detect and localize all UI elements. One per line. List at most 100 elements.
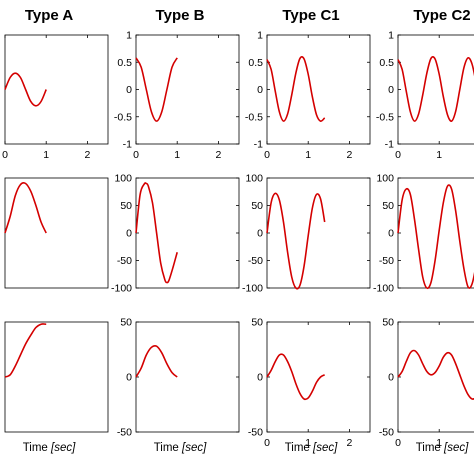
axes-frame bbox=[397, 321, 474, 433]
x-tick-label: 1 bbox=[43, 149, 49, 161]
y-tick-label: 50 bbox=[251, 317, 263, 329]
y-tick-label: -0.5 bbox=[114, 111, 132, 123]
y-tick-label: 1 bbox=[388, 30, 394, 42]
x-axis-label-text: Time bbox=[154, 442, 182, 454]
y-tick-label: 0 bbox=[257, 84, 263, 96]
y-tick-label: 50 bbox=[382, 200, 394, 212]
panel-r1-c1: 100 50 0 -50 -100 bbox=[111, 173, 240, 295]
x-tick-label: 1 bbox=[436, 437, 442, 449]
axes-frame bbox=[266, 34, 371, 145]
y-tick-label: 0.5 bbox=[248, 57, 263, 69]
y-tick-label: 100 bbox=[245, 173, 263, 185]
x-axis-label-col-1: Time [sec] bbox=[154, 442, 207, 454]
y-tick-label: -1 bbox=[254, 139, 263, 151]
series-line bbox=[397, 56, 474, 122]
x-tick-label: 0 bbox=[395, 437, 401, 449]
series-line bbox=[266, 353, 326, 401]
y-tick-label: -50 bbox=[248, 427, 263, 439]
y-tick-label: 50 bbox=[382, 317, 394, 329]
y-tick-label: 50 bbox=[251, 200, 263, 212]
y-tick-label: 0 bbox=[388, 228, 394, 240]
axes-frame bbox=[266, 321, 371, 433]
y-tick-label: 50 bbox=[120, 200, 132, 212]
axes-frame bbox=[135, 34, 240, 145]
x-axis-label-text: Time bbox=[285, 442, 313, 454]
y-tick-label: 1 bbox=[126, 30, 132, 42]
y-tick-label: 0 bbox=[126, 228, 132, 240]
panel-r1-c2: 100 50 0 -50 -100 bbox=[242, 173, 371, 295]
x-axis-label-col-0: Time [sec] bbox=[23, 442, 76, 454]
panel-r1-c3: 100 50 0 -50 -100 bbox=[373, 173, 474, 295]
column-title-type-b: Type B bbox=[156, 7, 205, 24]
x-axis-label-unit: [sec] bbox=[312, 442, 338, 454]
x-tick-label: 0 bbox=[2, 149, 8, 161]
series-line bbox=[135, 182, 178, 284]
y-tick-label: -100 bbox=[373, 283, 394, 295]
y-tick-label: 100 bbox=[376, 173, 394, 185]
y-tick-label: -1 bbox=[385, 139, 394, 151]
x-tick-label: 2 bbox=[215, 149, 221, 161]
x-tick-label: 1 bbox=[174, 149, 180, 161]
column-title-type-c1: Type C1 bbox=[282, 7, 339, 24]
y-tick-label: -50 bbox=[379, 427, 394, 439]
y-tick-label: 50 bbox=[120, 317, 132, 329]
x-tick-label: 1 bbox=[305, 149, 311, 161]
y-tick-label: -100 bbox=[111, 283, 132, 295]
panel-r0-c2: 10.50-0.5-10 1 2 bbox=[245, 30, 371, 161]
x-axis-label-col-2: Time [sec] bbox=[285, 442, 338, 454]
y-tick-label: -50 bbox=[117, 427, 132, 439]
panel-r0-c1: 10.50-0.5-10 1 2 bbox=[114, 30, 240, 161]
x-tick-label: 1 bbox=[305, 437, 311, 449]
x-tick-label: 2 bbox=[84, 149, 90, 161]
x-tick-label: 0 bbox=[133, 149, 139, 161]
panel-r0-c0: 0 1 2 bbox=[2, 34, 109, 161]
panel-r2-c0 bbox=[4, 321, 109, 433]
axes-frame bbox=[397, 34, 474, 145]
axes-frame bbox=[4, 177, 109, 289]
x-tick-label: 2 bbox=[346, 149, 352, 161]
series-line bbox=[4, 72, 47, 107]
y-tick-label: 0.5 bbox=[117, 57, 132, 69]
panel-r1-c0 bbox=[4, 177, 109, 289]
axes-frame bbox=[4, 321, 109, 433]
x-axis-label-col-3: Time [sec] bbox=[416, 442, 469, 454]
series-line bbox=[397, 349, 474, 400]
axes-frame bbox=[4, 34, 109, 145]
panel-r2-c2: 500-500 1 2 bbox=[248, 317, 371, 449]
y-tick-label: 0 bbox=[388, 84, 394, 96]
column-title-type-a: Type A bbox=[25, 7, 74, 24]
column-titles: Type A Type B Type C1 Type C2 bbox=[25, 7, 471, 24]
panel-r2-c1: 50 0 -50 bbox=[117, 317, 240, 439]
series-line bbox=[135, 344, 178, 378]
x-tick-label: 0 bbox=[264, 149, 270, 161]
x-axis-label-text: Time bbox=[23, 442, 51, 454]
y-tick-label: -50 bbox=[117, 255, 132, 267]
y-tick-label: -50 bbox=[379, 255, 394, 267]
series-line bbox=[397, 184, 474, 290]
x-axis-label-text: Time bbox=[416, 442, 444, 454]
y-tick-label: 0 bbox=[388, 372, 394, 384]
x-axis-label-unit: [sec] bbox=[50, 442, 76, 454]
axes-frame bbox=[135, 321, 240, 433]
y-tick-label: 0 bbox=[126, 372, 132, 384]
x-tick-label: 2 bbox=[346, 437, 352, 449]
axes-frame bbox=[397, 177, 474, 289]
y-tick-label: 100 bbox=[114, 173, 132, 185]
y-tick-label: 1 bbox=[257, 30, 263, 42]
y-tick-label: 0 bbox=[126, 84, 132, 96]
x-tick-label: 0 bbox=[264, 437, 270, 449]
series-line bbox=[135, 57, 178, 122]
series-line bbox=[4, 323, 47, 378]
panel-grid: 0 1 210.50-0.5-10 1 210.50-0.5-10 1 210.50-0.5… bbox=[2, 30, 474, 449]
series-line bbox=[266, 56, 326, 122]
series-line bbox=[4, 182, 47, 234]
y-tick-label: -0.5 bbox=[245, 111, 263, 123]
y-tick-label: -1 bbox=[123, 139, 132, 151]
y-tick-label: 0.5 bbox=[379, 57, 394, 69]
column-title-type-c2: Type C2 bbox=[413, 7, 470, 24]
y-tick-label: -50 bbox=[248, 255, 263, 267]
y-tick-label: 0 bbox=[257, 228, 263, 240]
